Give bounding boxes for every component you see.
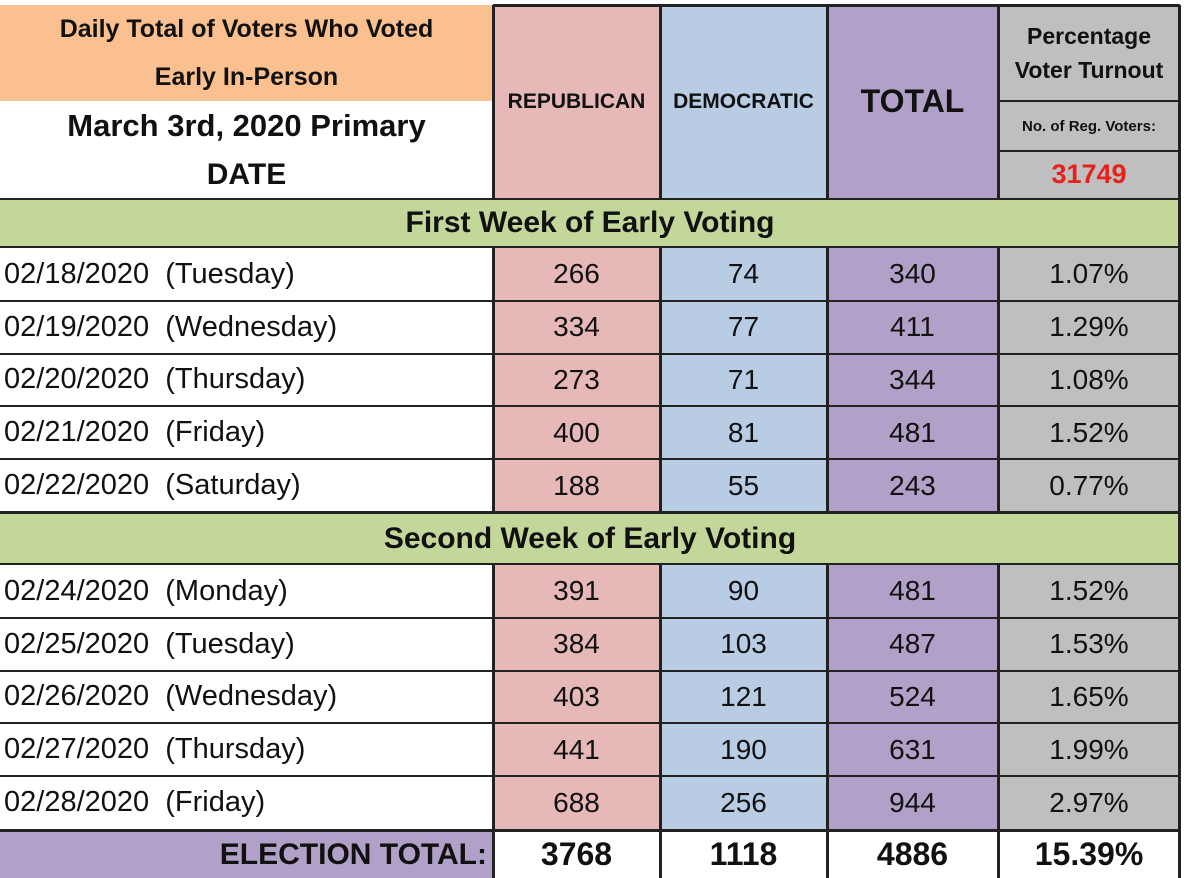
grid-line — [0, 458, 1180, 461]
row-democratic: 256 — [660, 776, 827, 829]
row-republican: 384 — [493, 617, 660, 671]
row-date: 02/25/2020 (Tuesday) — [4, 627, 295, 660]
election-total-republican: 3768 — [540, 836, 613, 872]
row-percentage: 1.53% — [998, 617, 1180, 671]
row-republican: 688 — [493, 776, 660, 829]
row-percentage: 1.52% — [998, 406, 1180, 460]
grid-line — [1178, 5, 1181, 878]
week-2-band: Second Week of Early Voting — [0, 512, 1180, 565]
row-percentage: 1.07% — [998, 248, 1180, 301]
title-line-2: Early In-Person — [154, 63, 339, 91]
democratic-header: DEMOCRATIC — [660, 5, 827, 198]
row-republican: 441 — [493, 723, 660, 777]
row-democratic: 71 — [660, 353, 827, 407]
row-total: 481 — [827, 406, 998, 460]
row-republican: 273 — [493, 353, 660, 407]
grid-line — [0, 722, 1180, 725]
row-total: 944 — [827, 776, 998, 829]
row-total: 481 — [827, 565, 998, 618]
grid-line — [492, 5, 495, 198]
pct-line-2: Voter Turnout — [1014, 57, 1164, 83]
grid-line — [492, 248, 495, 512]
grid-line — [0, 669, 1180, 672]
grid-line — [0, 405, 1180, 408]
row-republican: 391 — [493, 565, 660, 618]
row-democratic: 74 — [660, 248, 827, 301]
row-percentage: 1.52% — [998, 565, 1180, 618]
row-democratic: 77 — [660, 300, 827, 354]
grid-line — [659, 565, 662, 878]
row-date: 02/24/2020 (Monday) — [4, 574, 288, 607]
row-total: 487 — [827, 617, 998, 671]
title-line-1: Daily Total of Voters Who Voted — [59, 15, 434, 43]
row-percentage: 1.99% — [998, 723, 1180, 777]
row-percentage: 1.08% — [998, 353, 1180, 407]
row-democratic: 121 — [660, 670, 827, 724]
grid-line — [997, 565, 1000, 878]
grid-line — [826, 565, 829, 878]
reg-voters-label: No. of Reg. Voters: — [998, 101, 1180, 151]
grid-line — [659, 248, 662, 512]
row-percentage: 2.97% — [998, 776, 1180, 829]
grid-line — [0, 829, 1180, 832]
grid-line — [492, 565, 495, 878]
grid-line — [659, 5, 662, 198]
grid-line — [0, 352, 1180, 355]
row-democratic: 81 — [660, 406, 827, 460]
row-total: 340 — [827, 248, 998, 301]
republican-header: REPUBLICAN — [493, 5, 660, 198]
row-date: 02/27/2020 (Thursday) — [4, 733, 306, 766]
row-total: 243 — [827, 459, 998, 512]
grid-line — [826, 248, 829, 512]
row-total: 524 — [827, 670, 998, 724]
row-democratic: 90 — [660, 565, 827, 618]
grid-line — [0, 299, 1180, 302]
row-republican: 334 — [493, 300, 660, 354]
row-democratic: 190 — [660, 723, 827, 777]
grid-line — [998, 150, 1180, 152]
row-republican: 266 — [493, 248, 660, 301]
date-label: DATE — [206, 157, 287, 191]
row-republican: 400 — [493, 406, 660, 460]
row-total: 344 — [827, 353, 998, 407]
title-band: Daily Total of Voters Who Voted Early In… — [0, 5, 493, 101]
row-date: 02/28/2020 (Friday) — [4, 786, 266, 819]
election-total-democratic: 1118 — [709, 836, 778, 872]
reg-voters-value: 31749 — [998, 151, 1180, 198]
percentage-header: Percentage Voter Turnout — [998, 5, 1180, 101]
row-republican: 403 — [493, 670, 660, 724]
row-total: 411 — [827, 300, 998, 354]
total-header: TOTAL — [827, 5, 998, 198]
row-democratic: 55 — [660, 459, 827, 512]
row-date: 02/21/2020 (Friday) — [4, 416, 266, 449]
election-name: March 3rd, 2020 Primary — [67, 108, 426, 143]
grid-line — [0, 775, 1180, 778]
row-total: 631 — [827, 723, 998, 777]
grid-line — [493, 4, 1180, 7]
grid-line — [997, 248, 1000, 512]
row-percentage: 1.29% — [998, 300, 1180, 354]
row-democratic: 103 — [660, 617, 827, 671]
row-date: 02/22/2020 (Saturday) — [4, 469, 301, 502]
grid-line — [0, 616, 1180, 619]
row-percentage: 1.65% — [998, 670, 1180, 724]
grid-line — [826, 5, 829, 198]
election-total-percentage: 15.39% — [1034, 836, 1144, 872]
election-total-total: 4886 — [876, 836, 949, 872]
grid-line — [997, 5, 1000, 198]
grid-line — [998, 100, 1180, 102]
row-date: 02/20/2020 (Thursday) — [4, 363, 306, 396]
row-republican: 188 — [493, 459, 660, 512]
row-date: 02/18/2020 (Tuesday) — [4, 257, 295, 290]
grid-line — [0, 511, 1180, 513]
election-total-label: ELECTION TOTAL: — [0, 831, 493, 878]
row-percentage: 0.77% — [998, 459, 1180, 512]
pct-line-1: Percentage — [1026, 23, 1151, 49]
week-1-band: First Week of Early Voting — [0, 198, 1180, 248]
row-date: 02/19/2020 (Wednesday) — [4, 310, 338, 343]
row-date: 02/26/2020 (Wednesday) — [4, 680, 338, 713]
